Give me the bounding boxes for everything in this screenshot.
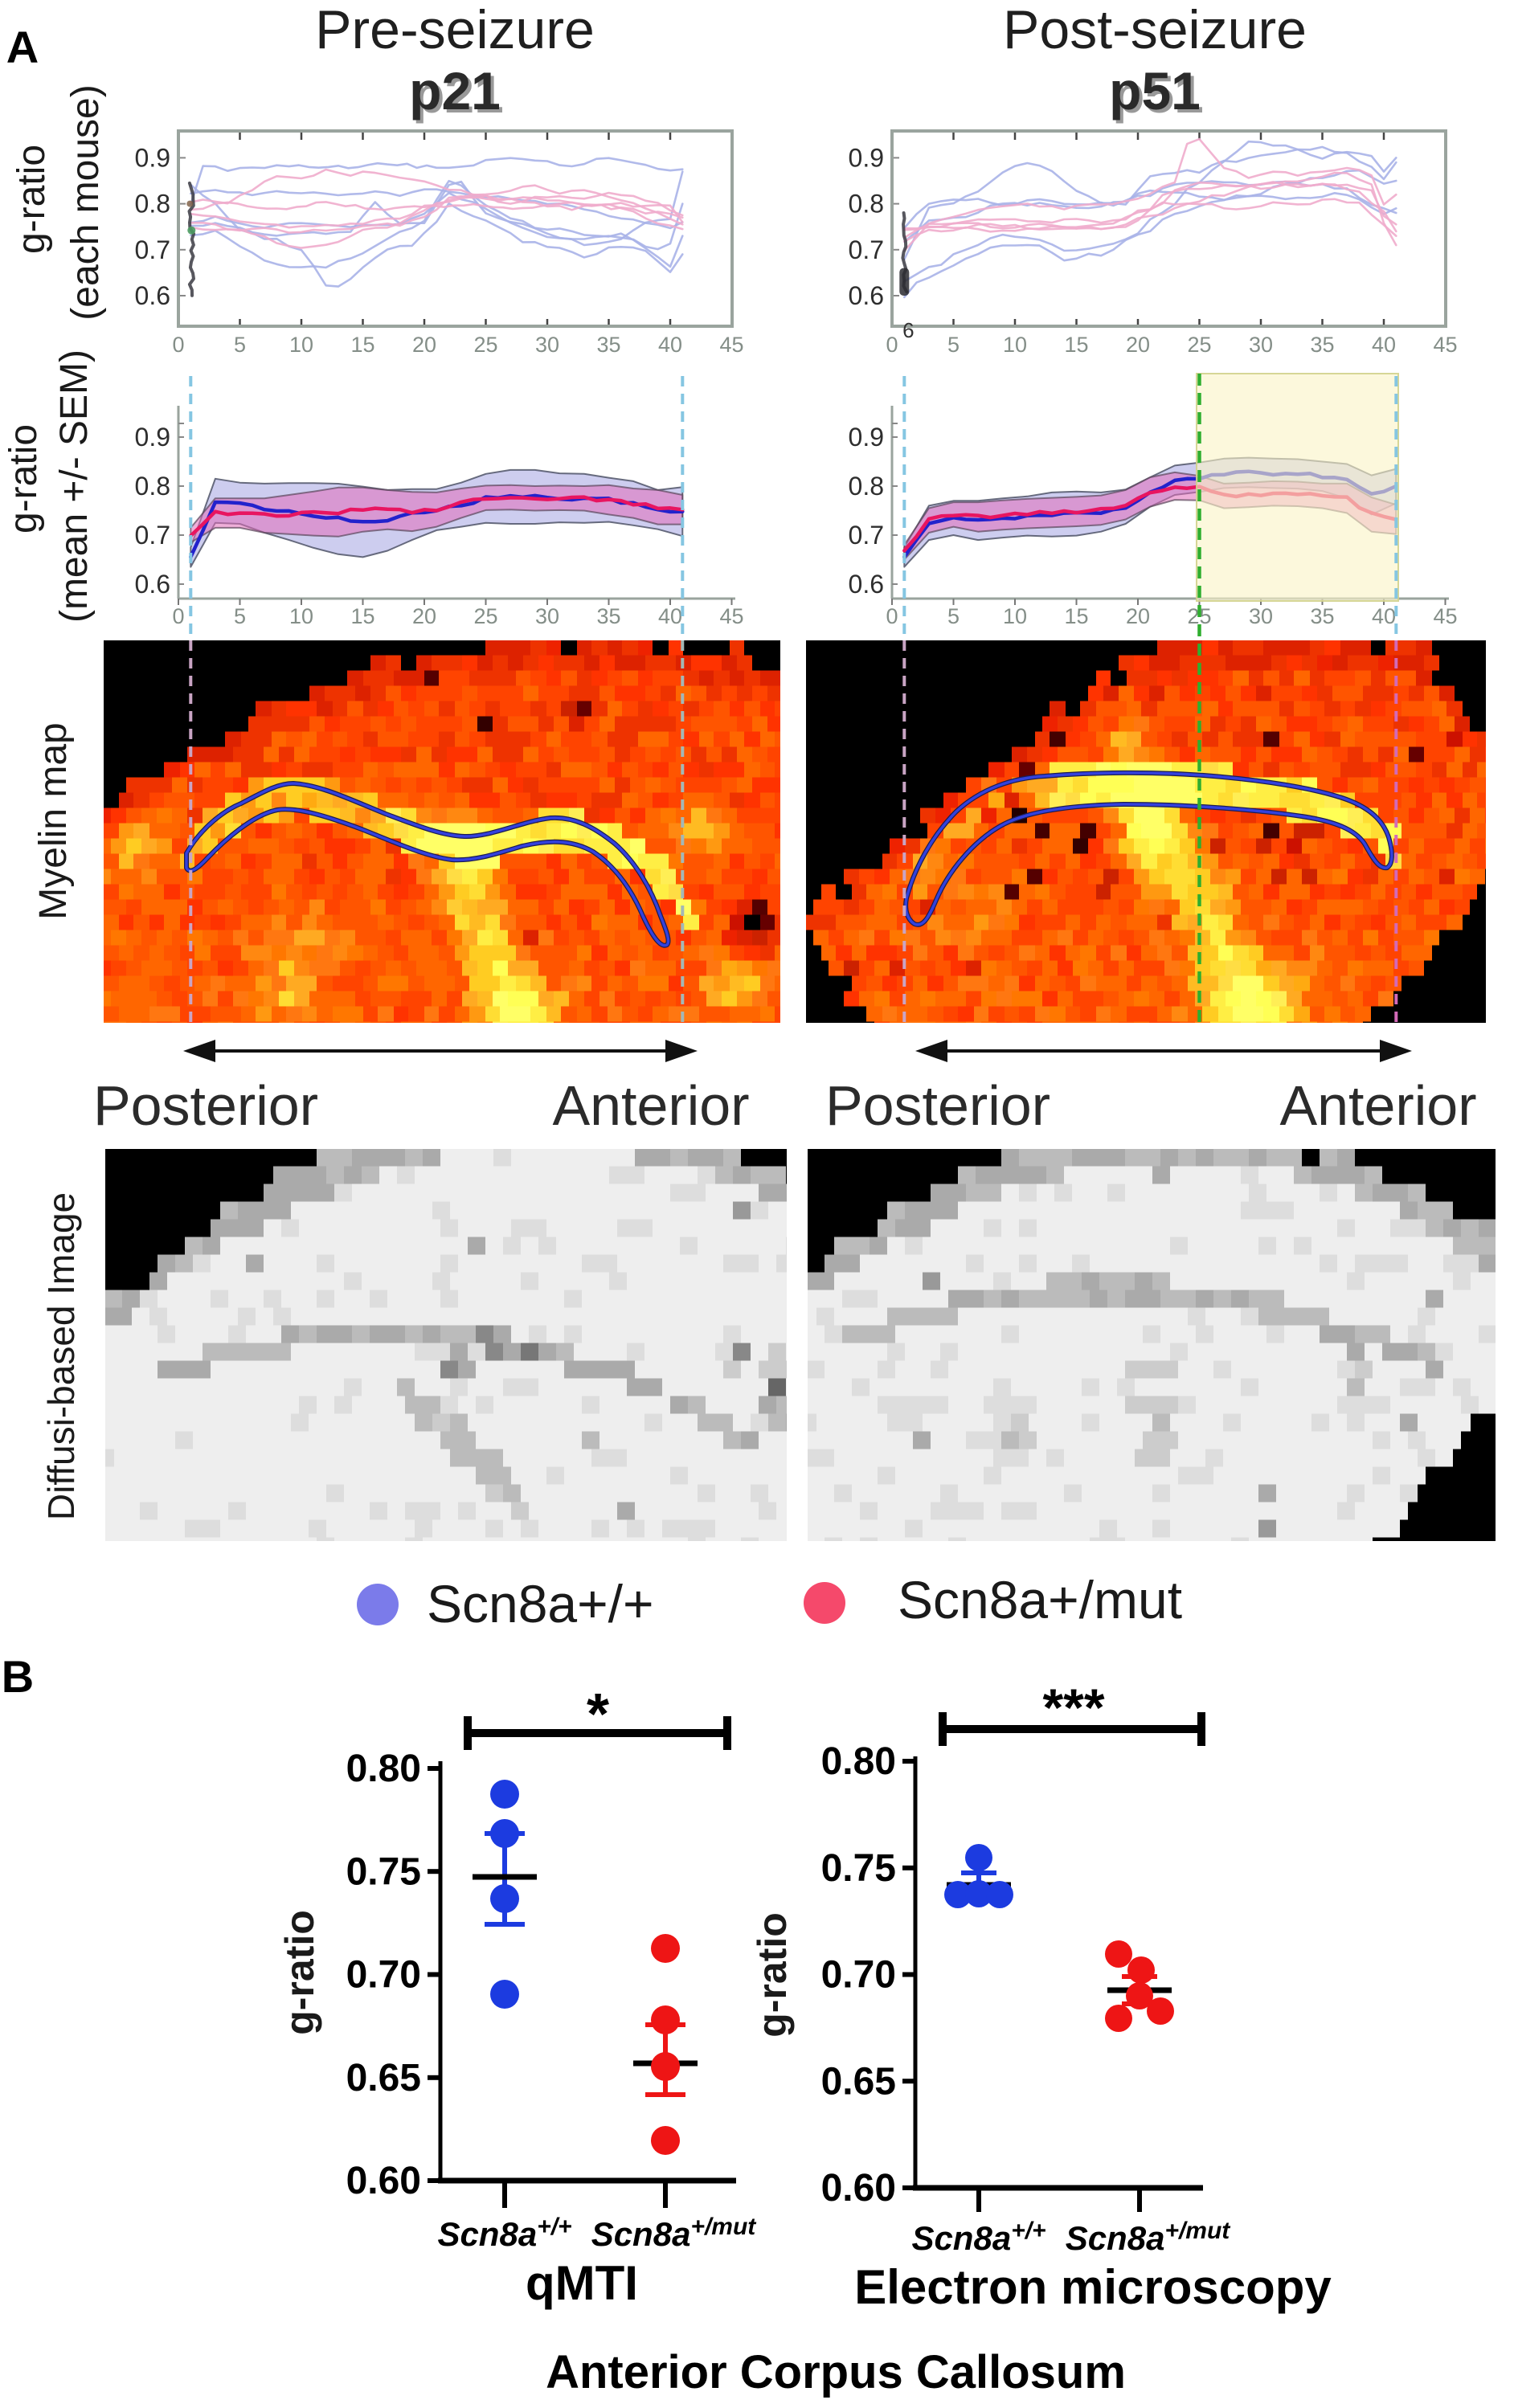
svg-text:g-ratio: g-ratio [750, 1912, 795, 2038]
svg-text:0.60: 0.60 [346, 2160, 421, 2202]
svg-text:45: 45 [719, 604, 743, 628]
svg-text:10: 10 [289, 604, 313, 628]
svg-text:0.70: 0.70 [346, 1954, 421, 1997]
svg-text:35: 35 [596, 333, 620, 357]
svg-text:35: 35 [1310, 333, 1334, 357]
svg-text:5: 5 [947, 604, 960, 628]
svg-text:20: 20 [412, 604, 436, 628]
svg-text:0.9: 0.9 [135, 143, 170, 172]
svg-text:10: 10 [1003, 604, 1027, 628]
svg-text:0.8: 0.8 [849, 472, 884, 501]
svg-text:0.8: 0.8 [849, 190, 884, 219]
svg-text:25: 25 [473, 604, 497, 628]
svg-text:0.7: 0.7 [849, 235, 884, 264]
svg-text:35: 35 [596, 604, 620, 628]
svg-text:0.80: 0.80 [821, 1740, 896, 1783]
svg-text:35: 35 [1310, 604, 1334, 628]
svg-text:0.75: 0.75 [821, 1847, 896, 1890]
svg-text:25: 25 [473, 333, 497, 357]
svg-text:0.7: 0.7 [849, 521, 884, 550]
svg-text:0.6: 0.6 [135, 570, 170, 599]
svg-text:0: 0 [886, 333, 898, 357]
svg-text:0.75: 0.75 [346, 1850, 421, 1893]
svg-text:*: * [587, 1682, 609, 1747]
svg-text:Anterior: Anterior [1279, 1074, 1476, 1137]
svg-text:g-ratio: g-ratio [277, 1910, 322, 2035]
svg-text:***: *** [1042, 1678, 1104, 1737]
svg-text:qMTI: qMTI [526, 2256, 638, 2310]
svg-text:0.9: 0.9 [135, 423, 170, 452]
svg-text:(mean +/- SEM): (mean +/- SEM) [53, 350, 96, 623]
svg-text:5: 5 [947, 333, 960, 357]
svg-text:0.80: 0.80 [346, 1748, 421, 1790]
svg-text:30: 30 [535, 333, 559, 357]
svg-text:45: 45 [1433, 333, 1457, 357]
svg-text:25: 25 [1187, 333, 1211, 357]
svg-text:45: 45 [719, 333, 743, 357]
svg-text:40: 40 [1372, 333, 1396, 357]
svg-text:0.70: 0.70 [821, 1954, 896, 1997]
svg-text:5: 5 [234, 333, 246, 357]
svg-text:30: 30 [1249, 333, 1273, 357]
svg-text:Scn8a+/+: Scn8a+/+ [427, 1574, 654, 1633]
svg-text:(each mouse): (each mouse) [64, 84, 107, 320]
svg-text:0.65: 0.65 [821, 2060, 896, 2103]
svg-text:p51: p51 [1109, 61, 1201, 121]
svg-text:15: 15 [1064, 333, 1088, 357]
svg-text:10: 10 [289, 333, 313, 357]
svg-text:A: A [6, 22, 39, 72]
svg-text:20: 20 [412, 333, 436, 357]
svg-text:30: 30 [535, 604, 559, 628]
svg-text:0.7: 0.7 [135, 521, 170, 550]
svg-text:40: 40 [658, 604, 682, 628]
svg-text:0.9: 0.9 [849, 423, 884, 452]
svg-text:Diffusi-based Image: Diffusi-based Image [40, 1192, 82, 1520]
svg-text:0.7: 0.7 [135, 235, 170, 264]
svg-text:Post-seizure: Post-seizure [1003, 0, 1307, 60]
svg-text:6: 6 [902, 318, 914, 342]
svg-text:0.65: 0.65 [346, 2057, 421, 2099]
svg-text:0.6: 0.6 [135, 281, 170, 310]
svg-text:Pre-seizure: Pre-seizure [315, 0, 595, 60]
svg-text:0.60: 0.60 [821, 2167, 896, 2210]
svg-text:Scn8a+/+: Scn8a+/+ [911, 2218, 1045, 2257]
svg-text:20: 20 [1126, 604, 1150, 628]
svg-text:Scn8a+/mut: Scn8a+/mut [898, 1570, 1182, 1629]
svg-text:40: 40 [658, 333, 682, 357]
svg-text:Anterior Corpus Callosum: Anterior Corpus Callosum [546, 2346, 1126, 2398]
svg-text:0.8: 0.8 [135, 190, 170, 219]
svg-text:0.9: 0.9 [849, 143, 884, 172]
svg-text:Electron microscopy: Electron microscopy [854, 2260, 1332, 2314]
svg-text:30: 30 [1249, 604, 1273, 628]
svg-text:g-ratio: g-ratio [2, 424, 45, 534]
svg-text:0.8: 0.8 [135, 472, 170, 501]
svg-text:20: 20 [1126, 333, 1150, 357]
svg-text:0.6: 0.6 [849, 570, 884, 599]
svg-text:Posterior: Posterior [93, 1074, 318, 1137]
svg-text:Myelin map: Myelin map [32, 722, 75, 919]
svg-text:15: 15 [350, 604, 374, 628]
svg-text:B: B [2, 1651, 34, 1702]
svg-text:10: 10 [1003, 333, 1027, 357]
svg-text:0.6: 0.6 [849, 281, 884, 310]
svg-text:5: 5 [234, 604, 246, 628]
svg-text:40: 40 [1372, 604, 1396, 628]
svg-text:45: 45 [1433, 604, 1457, 628]
svg-text:Posterior: Posterior [825, 1074, 1050, 1137]
svg-text:Anterior: Anterior [552, 1074, 749, 1137]
svg-text:Scn8a+/mut: Scn8a+/mut [1066, 2218, 1232, 2257]
svg-text:0: 0 [172, 333, 184, 357]
svg-text:0: 0 [886, 604, 898, 628]
svg-text:p21: p21 [409, 61, 501, 121]
svg-text:15: 15 [350, 333, 374, 357]
svg-text:0: 0 [172, 604, 184, 628]
svg-text:g-ratio: g-ratio [10, 145, 53, 254]
svg-text:15: 15 [1064, 604, 1088, 628]
